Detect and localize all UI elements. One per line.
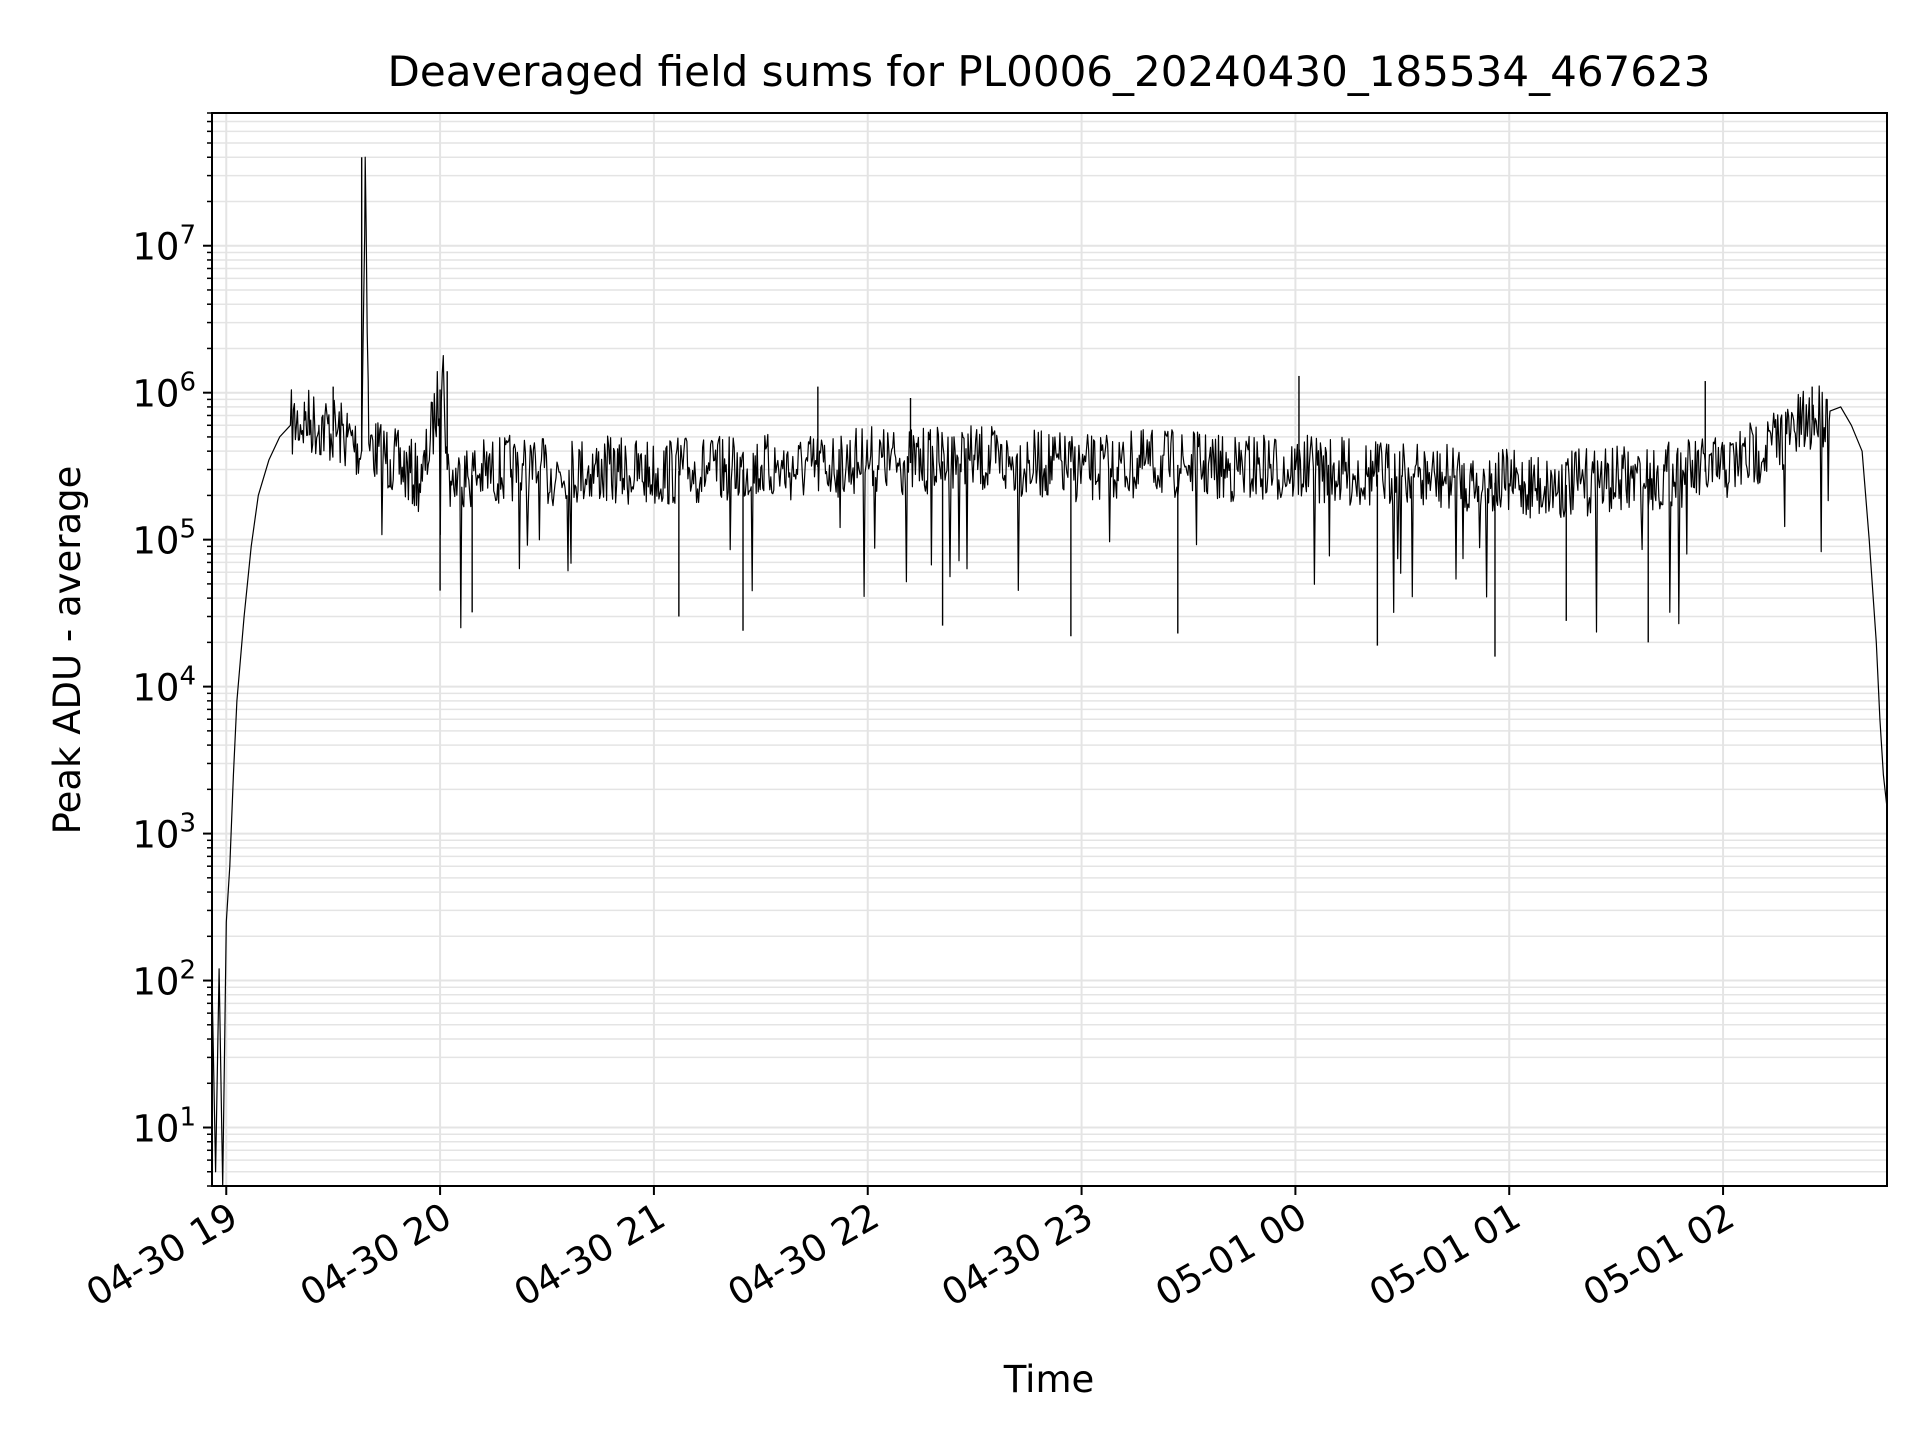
chart-title: Deaveraged field sums for PL0006_2024043… xyxy=(388,47,1711,96)
y-tick-label: 104 xyxy=(132,662,196,710)
y-tick-label: 102 xyxy=(132,956,196,1004)
series-line xyxy=(212,156,1887,1186)
spike-marks xyxy=(332,157,1813,657)
y-tick-label: 101 xyxy=(132,1103,196,1151)
y-tick-label: 105 xyxy=(132,515,196,563)
y-tick-label: 106 xyxy=(132,368,196,416)
axes-frame xyxy=(211,112,1888,1187)
plot-area xyxy=(212,156,1887,1186)
y-tick-label: 107 xyxy=(132,221,196,269)
x-axis-label: Time xyxy=(1003,1358,1095,1401)
y-axis-label: Peak ADU - average xyxy=(46,466,89,835)
y-tick-label: 103 xyxy=(132,809,196,857)
